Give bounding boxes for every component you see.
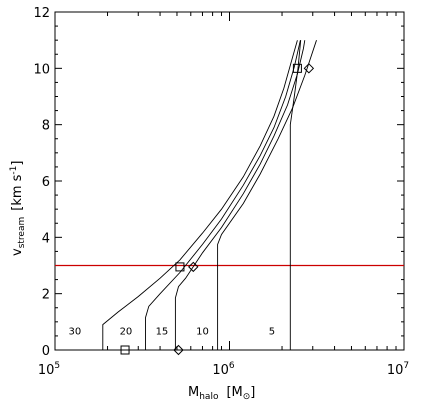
series-line-10 xyxy=(217,40,317,350)
y-tick-label: 4 xyxy=(42,231,50,246)
curve-label-15: 15 xyxy=(156,326,169,337)
x-tick-label: 106 xyxy=(212,361,235,378)
y-axis-label: vstream[km s-1] xyxy=(9,161,27,256)
square-marker xyxy=(120,345,130,355)
y-tick-label: 2 xyxy=(42,288,50,303)
series-lines xyxy=(102,40,317,350)
diamond-marker xyxy=(173,344,184,356)
curve-label-20: 20 xyxy=(120,326,133,337)
series-line-5 xyxy=(289,40,302,350)
y-tick-label: 12 xyxy=(33,6,50,21)
curve-labels: 30 20 15 10 5 xyxy=(69,326,276,337)
y-tick-label: 0 xyxy=(42,344,50,359)
series-line-15 xyxy=(174,40,306,350)
y-tick-label: 10 xyxy=(33,62,50,77)
curve-label-5: 5 xyxy=(269,326,275,337)
x-tick-label: 105 xyxy=(38,361,60,378)
data-markers xyxy=(120,63,315,356)
series-line-20 xyxy=(145,40,301,350)
diamond-marker xyxy=(303,63,315,74)
square-marker xyxy=(175,262,185,272)
axis-ticks xyxy=(54,11,405,351)
x-axis-label: Mhalo [M⊙] xyxy=(188,385,255,402)
curve-label-10: 10 xyxy=(196,326,209,337)
x-tick-label: 107 xyxy=(387,361,409,378)
square-marker xyxy=(292,63,302,73)
series-line-30 xyxy=(102,40,298,350)
y-tick-label: 6 xyxy=(42,175,50,190)
plot-area-frame xyxy=(54,11,405,351)
diamond-marker xyxy=(188,261,199,273)
y-tick-label: 8 xyxy=(42,119,50,134)
curve-label-30: 30 xyxy=(69,326,82,337)
